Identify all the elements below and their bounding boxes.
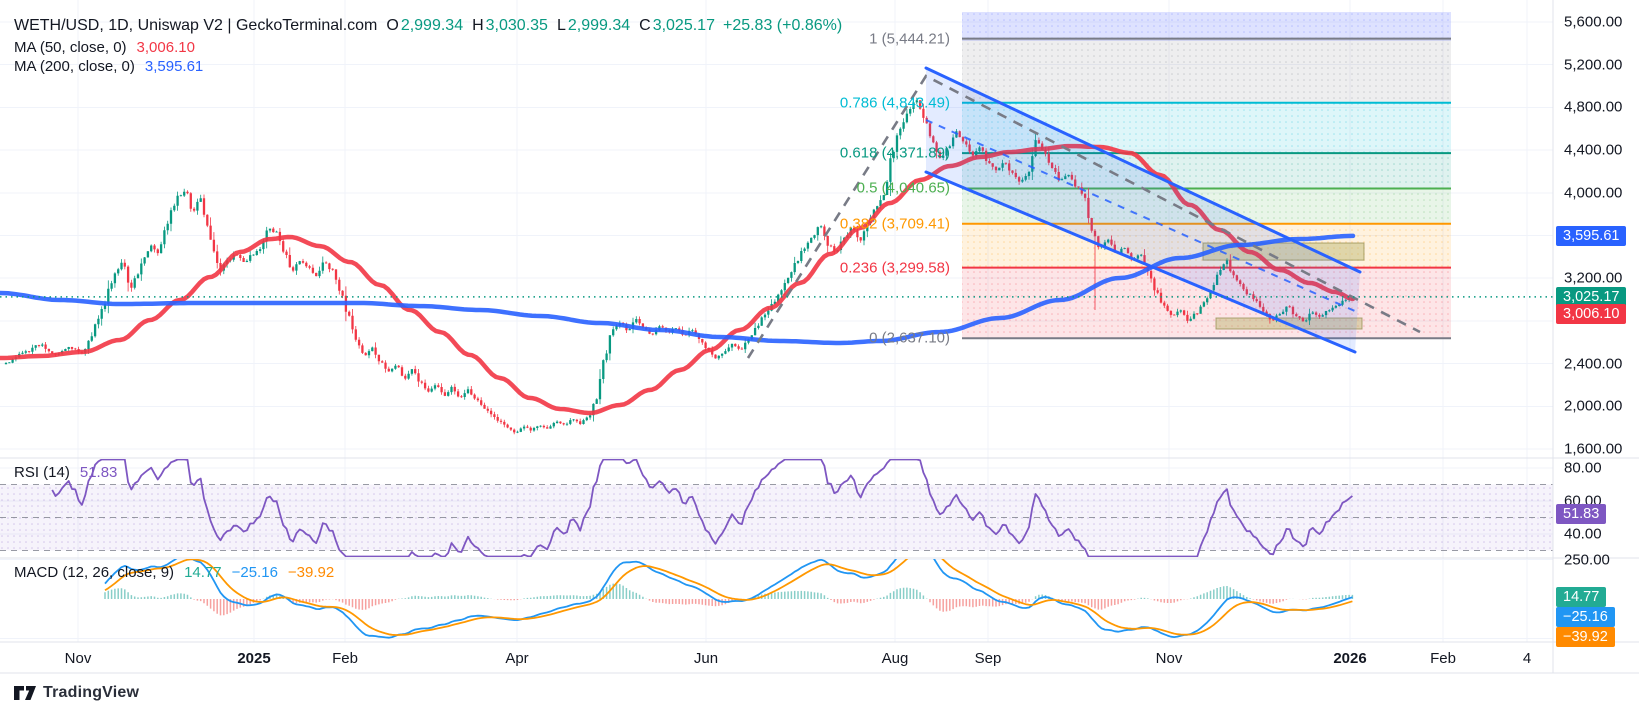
rsi-badge: 51.83 <box>1556 504 1607 525</box>
ma50-legend[interactable]: MA (50, close, 0) 3,006.10 <box>14 39 195 56</box>
ma200-legend[interactable]: MA (200, close, 0) 3,595.61 <box>14 58 203 75</box>
time-axis-label: Feb <box>332 650 358 667</box>
price-badge: 3,006.10 <box>1556 303 1627 324</box>
price-axis-label: 5,600.00 <box>1564 13 1623 31</box>
low-value: 2,999.34 <box>567 17 631 34</box>
tradingview-logo-text: TradingView <box>43 684 140 701</box>
macd-badge: 14.77 <box>1556 586 1607 607</box>
fib-level-label: 0.236 (3,299.58) <box>839 259 950 277</box>
price-axis-label: 2,400.00 <box>1564 355 1623 373</box>
price-axis-label: 3,200.00 <box>1564 269 1623 287</box>
price-badge: 3,025.17 <box>1556 286 1627 307</box>
close-key: C <box>639 17 651 34</box>
open-key: O <box>386 17 399 34</box>
open-value: 2,999.34 <box>400 17 464 34</box>
macd-label: MACD (12, 26, close, 9) <box>14 564 175 581</box>
fib-level-label: 1 (5,444.21) <box>869 30 950 48</box>
rsi-axis-label: 40.00 <box>1564 525 1602 543</box>
macd-badge: −25.16 <box>1556 606 1615 627</box>
time-axis-label: Sep <box>974 650 1002 667</box>
macd-signal-value: −39.92 <box>287 564 335 581</box>
time-axis-label: Jun <box>693 650 719 667</box>
price-axis-label: 5,200.00 <box>1564 56 1623 74</box>
rsi-axis-label: 80.00 <box>1564 459 1602 477</box>
rsi-legend[interactable]: RSI (14) 51.83 <box>14 464 117 481</box>
time-axis-label: 2025 <box>237 650 271 667</box>
high-key: H <box>472 17 484 34</box>
low-key: L <box>556 17 566 34</box>
ma50-label: MA (50, close, 0) <box>14 39 127 56</box>
time-axis-label: Apr <box>505 650 529 667</box>
time-axis-label: Feb <box>1430 650 1456 667</box>
fib-level-label: 0.618 (4,371.89) <box>839 144 950 162</box>
time-axis-label: Nov <box>64 650 92 667</box>
fib-level-label: 0.382 (3,709.41) <box>839 215 950 233</box>
change-value: +25.83 (+0.86%) <box>722 17 843 34</box>
macd-hist-value: 14.77 <box>184 564 222 581</box>
time-axis-label: Nov <box>1155 650 1183 667</box>
price-axis-label: 4,400.00 <box>1564 141 1623 159</box>
symbol-title: WETH/USD, 1D, Uniswap V2 | GeckoTerminal… <box>14 17 378 34</box>
time-axis-label: Aug <box>881 650 909 667</box>
price-axis-label: 4,800.00 <box>1564 98 1623 116</box>
tradingview-logo-icon <box>14 686 36 700</box>
rsi-label: RSI (14) <box>14 464 70 481</box>
price-axis-label: 1,600.00 <box>1564 440 1623 458</box>
price-axis-label: 2,000.00 <box>1564 397 1623 415</box>
macd-legend[interactable]: MACD (12, 26, close, 9) 14.77 −25.16 −39.92 <box>14 564 334 581</box>
time-axis-label: 2026 <box>1333 650 1367 667</box>
macd-line-value: −25.16 <box>231 564 278 581</box>
high-value: 3,030.35 <box>485 17 548 34</box>
price-axis-label: 4,000.00 <box>1564 184 1623 202</box>
fib-level-label: 0 (2,637.10) <box>869 329 950 347</box>
ma200-value: 3,595.61 <box>144 58 204 75</box>
fib-level-label: 0.786 (4,843.49) <box>839 94 950 112</box>
time-axis-label: 4 <box>1522 650 1532 667</box>
symbol-legend[interactable]: WETH/USD, 1D, Uniswap V2 | GeckoTerminal… <box>14 17 842 35</box>
macd-axis-label: 250.00 <box>1564 551 1610 569</box>
fib-level-label: 0.5 (4,040.65) <box>856 179 950 197</box>
macd-badge: −39.92 <box>1556 626 1615 647</box>
rsi-value: 51.83 <box>79 464 118 481</box>
price-badge: 3,595.61 <box>1556 225 1627 246</box>
tradingview-brand[interactable]: TradingView <box>14 684 139 702</box>
close-value: 3,025.17 <box>652 17 715 34</box>
ma200-label: MA (200, close, 0) <box>14 58 135 75</box>
ma50-value: 3,006.10 <box>136 39 195 56</box>
